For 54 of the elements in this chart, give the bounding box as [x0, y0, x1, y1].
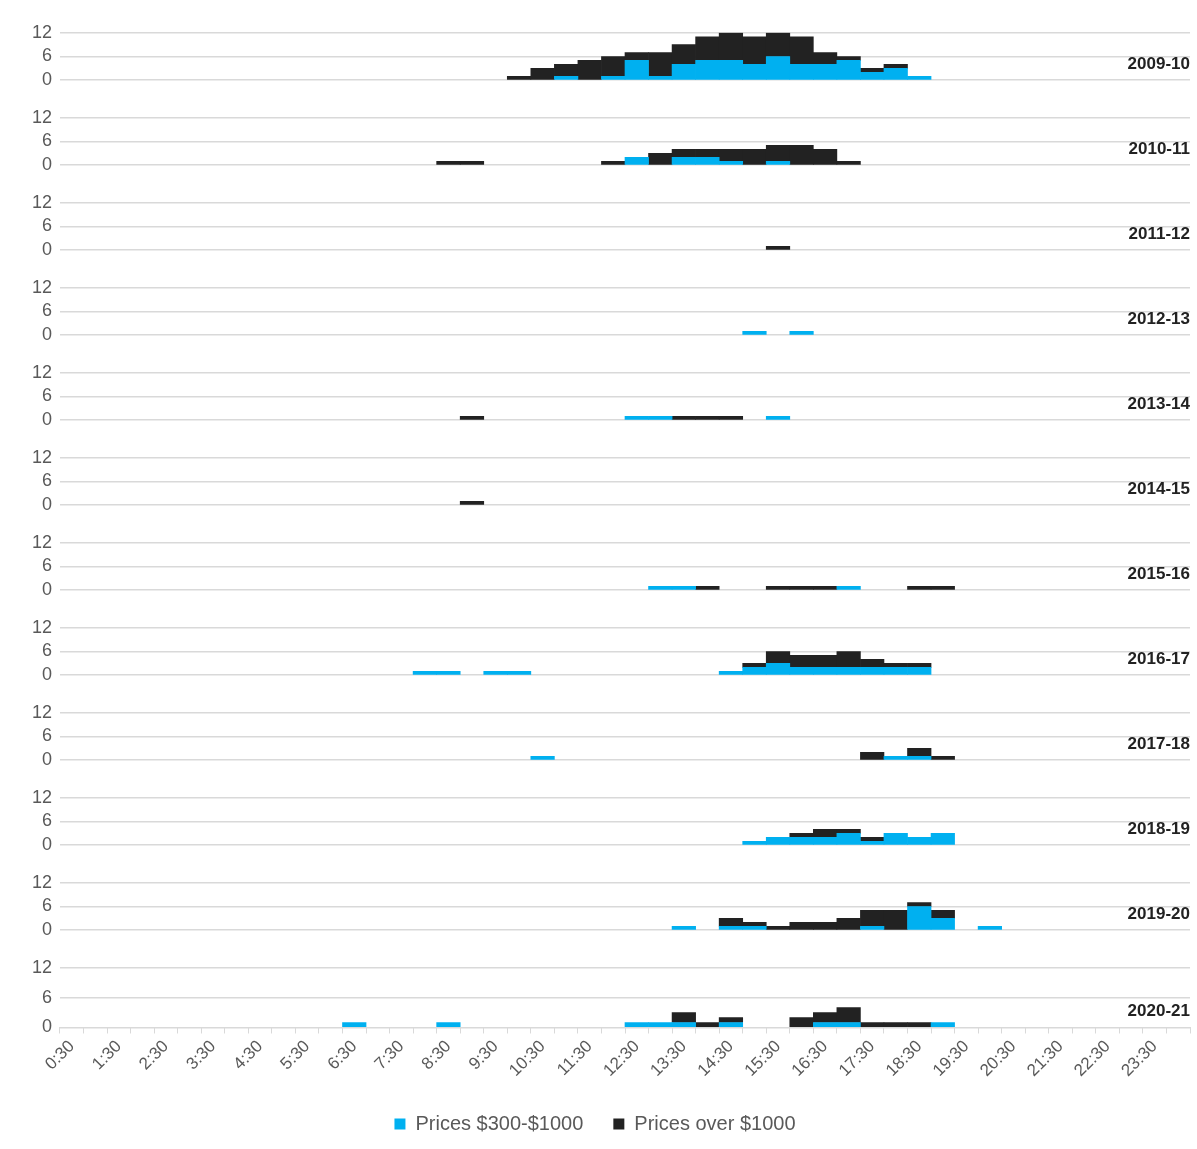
- y-tick-label: 6: [41, 45, 52, 66]
- y-tick-label: 12: [31, 956, 52, 977]
- legend-label: Prices over $1000: [634, 1111, 796, 1134]
- y-tick-label: 6: [41, 470, 52, 491]
- y-tick-label: 6: [41, 986, 52, 1007]
- y-tick-label: 12: [31, 786, 52, 807]
- y-tick-label: 0: [41, 834, 52, 855]
- y-tick-label: 0: [41, 579, 52, 600]
- y-tick-label: 0: [41, 239, 52, 260]
- y-tick-label: 12: [31, 701, 52, 722]
- y-tick-label: 0: [41, 324, 52, 345]
- text: 2020-21: [1127, 1001, 1190, 1021]
- y-tick-label: 6: [41, 640, 52, 661]
- y-tick-label: 6: [41, 895, 52, 916]
- y-tick-label: 0: [41, 1016, 52, 1037]
- text: 2018-19: [1127, 818, 1190, 838]
- y-tick-label: 0: [41, 919, 52, 940]
- y-tick-label: 6: [41, 725, 52, 746]
- y-tick-label: 0: [41, 409, 52, 430]
- y-tick-label: 0: [41, 154, 52, 175]
- y-tick-label: 12: [31, 871, 52, 892]
- text: 2014-15: [1127, 478, 1190, 498]
- y-tick-label: 0: [41, 664, 52, 685]
- y-tick-label: 12: [31, 21, 52, 42]
- text: 2010-11: [1128, 138, 1190, 158]
- y-tick-label: 6: [41, 300, 52, 321]
- text: 2016-17: [1127, 648, 1190, 668]
- x-tick-label: 4:30: [229, 1036, 267, 1074]
- y-tick-label: 6: [41, 385, 52, 406]
- y-tick-label: 6: [41, 555, 52, 576]
- text: 2011-12: [1128, 223, 1190, 243]
- y-tick-label: 0: [41, 749, 52, 770]
- y-tick-label: 0: [41, 69, 52, 90]
- y-tick-label: 12: [31, 191, 52, 212]
- y-tick-label: 6: [41, 810, 52, 831]
- x-tick-label: 7:30: [370, 1036, 408, 1074]
- text: 2012-13: [1127, 308, 1190, 328]
- text: 2019-20: [1127, 903, 1190, 923]
- y-tick-label: 6: [41, 215, 52, 236]
- y-tick-label: 12: [31, 531, 52, 552]
- y-tick-label: 12: [31, 616, 52, 637]
- x-tick-label: 3:30: [182, 1036, 220, 1074]
- text: 2017-18: [1127, 733, 1190, 753]
- text: 2009-10: [1127, 53, 1190, 73]
- legend-label: Prices $300-$1000: [415, 1111, 584, 1134]
- y-tick-label: 6: [41, 130, 52, 151]
- y-tick-label: 12: [31, 276, 52, 297]
- y-tick-label: 12: [31, 446, 52, 467]
- text: 2015-16: [1127, 563, 1190, 583]
- x-tick-label: 5:30: [276, 1036, 314, 1074]
- y-tick-label: 0: [41, 494, 52, 515]
- y-tick-label: 12: [31, 361, 52, 382]
- text: 2013-14: [1127, 393, 1191, 413]
- y-tick-label: 12: [31, 106, 52, 127]
